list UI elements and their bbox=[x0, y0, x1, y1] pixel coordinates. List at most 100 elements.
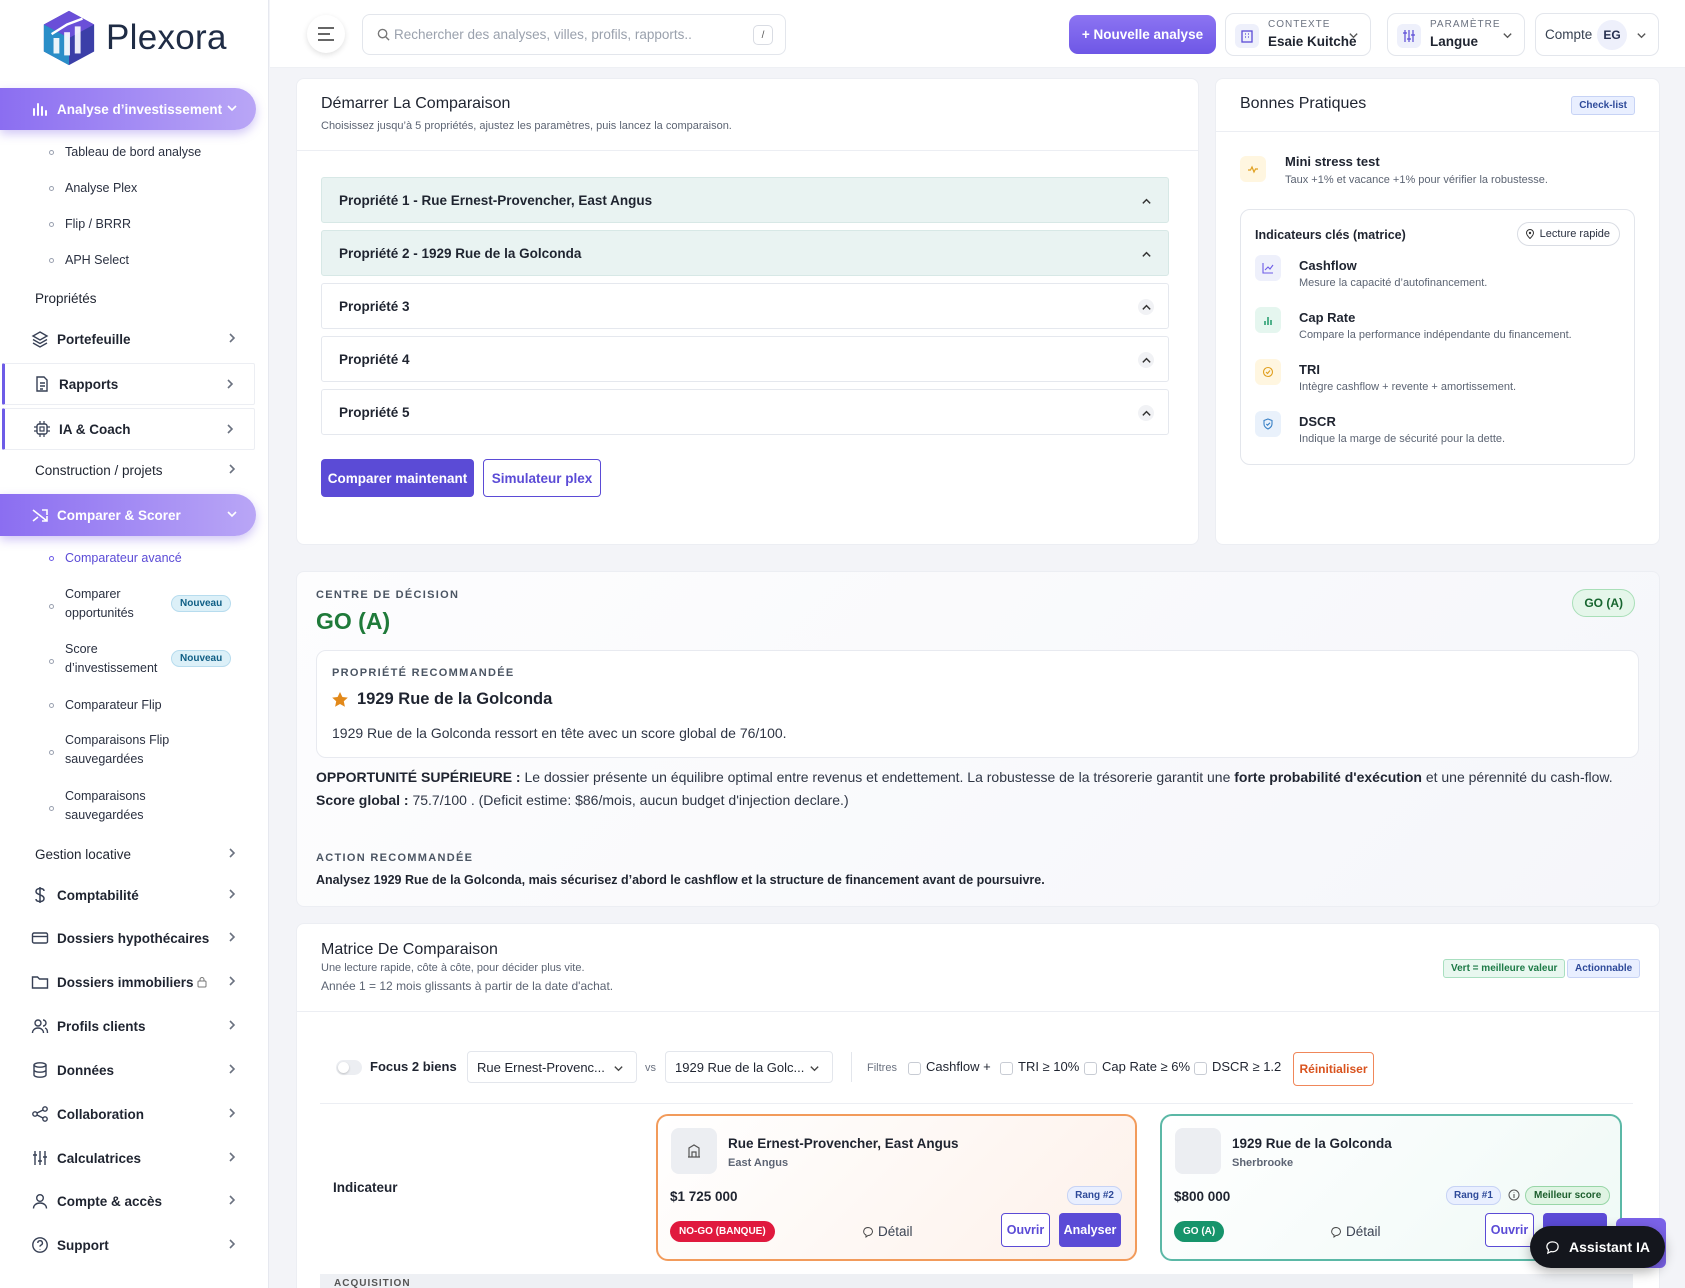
sidebar-item-aph-select[interactable]: APH Select bbox=[49, 251, 129, 270]
chevron-down-icon bbox=[227, 105, 237, 112]
plex-simulator-button[interactable]: Simulateur plex bbox=[483, 459, 601, 497]
account-menu[interactable]: Compte EG bbox=[1535, 13, 1659, 56]
nav-label: Analyse d’investissement bbox=[57, 101, 223, 117]
decision-verdict: GO (A) bbox=[316, 608, 391, 634]
stress-test-tip: Mini stress test Taux +1% et vacance +1%… bbox=[1240, 154, 1640, 194]
sidebar-item-analyse-plex[interactable]: Analyse Plex bbox=[49, 179, 137, 198]
sidebar-item-comparer-opportunites[interactable]: Comparer opportunités Nouveau bbox=[49, 585, 249, 623]
parameter-selector[interactable]: PARAMÈTRE Langue bbox=[1387, 13, 1525, 56]
sidebar-item-comparateur-flip[interactable]: Comparateur Flip bbox=[49, 696, 162, 715]
brand[interactable]: Plexora bbox=[0, 0, 268, 76]
sidebar-item-flip-brrr[interactable]: Flip / BRRR bbox=[49, 215, 131, 234]
nav-profils-clients[interactable]: Profils clients bbox=[0, 1005, 256, 1047]
nav-proprietes[interactable]: Propriétés bbox=[0, 277, 256, 319]
open-button[interactable]: Ouvrir bbox=[1485, 1213, 1534, 1247]
context-caption: CONTEXTE bbox=[1268, 19, 1331, 30]
nav-construction[interactable]: Construction / projets bbox=[0, 449, 256, 491]
nav-label: Dossiers hypothécaires bbox=[57, 930, 210, 946]
bar-chart-icon bbox=[1255, 307, 1281, 333]
search-shortcut: / bbox=[753, 25, 773, 45]
recommended-text: 1929 Rue de la Golconda ressort en tête … bbox=[332, 725, 787, 741]
nav-label: Propriétés bbox=[35, 290, 97, 306]
chevron-up-icon bbox=[1138, 193, 1154, 209]
nav-rapports[interactable]: Rapports bbox=[2, 363, 255, 405]
nav-portefeuille[interactable]: Portefeuille bbox=[0, 318, 256, 360]
quick-read-label: Lecture rapide bbox=[1539, 228, 1610, 240]
detail-link[interactable]: Détail bbox=[1330, 1224, 1381, 1239]
chevron-right-icon bbox=[229, 848, 236, 858]
filter-dscr-checkbox[interactable] bbox=[1194, 1062, 1207, 1075]
filter-tri-checkbox[interactable] bbox=[1000, 1062, 1013, 1075]
nav-support[interactable]: Support bbox=[0, 1224, 256, 1266]
sub-label: Score d’investissement bbox=[65, 642, 158, 675]
action-caption: ACTION RECOMMANDÉE bbox=[316, 852, 474, 864]
info-icon[interactable] bbox=[1508, 1189, 1520, 1201]
chevron-down-icon bbox=[1503, 33, 1512, 39]
chevron-down-icon bbox=[810, 1066, 819, 1072]
nav-dossiers-immobiliers[interactable]: Dossiers immobiliers bbox=[0, 961, 256, 1003]
nav-compte-acces[interactable]: Compte & accès bbox=[0, 1180, 256, 1222]
nav-donnees[interactable]: Données bbox=[0, 1049, 256, 1091]
sliders-icon bbox=[33, 1151, 47, 1165]
matrix-subtitle-2: Année 1 = 12 mois glissants à partir de … bbox=[321, 979, 614, 993]
bullet-icon bbox=[49, 150, 54, 155]
layers-icon bbox=[31, 331, 49, 348]
focus-toggle[interactable] bbox=[336, 1060, 362, 1075]
menu-toggle-button[interactable] bbox=[307, 15, 345, 53]
sidebar-item-score-investissement[interactable]: Score d’investissement Nouveau bbox=[49, 640, 249, 678]
nav-calculatrices[interactable]: Calculatrices bbox=[0, 1137, 256, 1179]
compare-now-button[interactable]: Comparer maintenant bbox=[321, 459, 474, 497]
search-input[interactable] bbox=[394, 27, 754, 42]
nav-comparer-scorer[interactable]: Comparer & Scorer bbox=[0, 494, 256, 536]
property-4-accordion[interactable]: Propriété 4 bbox=[321, 336, 1169, 382]
new-analysis-button[interactable]: + Nouvelle analyse bbox=[1069, 15, 1216, 54]
property-thumbnail bbox=[1175, 1128, 1221, 1174]
property-2-accordion[interactable]: Propriété 2 - 1929 Rue de la Golconda bbox=[321, 230, 1169, 276]
quick-read-button[interactable]: Lecture rapide bbox=[1516, 222, 1620, 246]
account-label: Compte bbox=[1545, 27, 1593, 42]
bullet-icon bbox=[49, 750, 54, 755]
practices-title: Bonnes Pratiques bbox=[1240, 95, 1367, 112]
reset-filters-button[interactable]: Réinitialiser bbox=[1293, 1052, 1374, 1086]
nav-ia-coach[interactable]: IA & Coach bbox=[2, 408, 255, 450]
analyze-button[interactable]: Analyser bbox=[1059, 1213, 1121, 1247]
detail-label: Détail bbox=[878, 1224, 913, 1239]
section-label: ACQUISITION bbox=[334, 1278, 411, 1288]
building-icon bbox=[1235, 24, 1259, 48]
nav-gestion-locative[interactable]: Gestion locative bbox=[0, 833, 256, 875]
sidebar-item-tableau-bord[interactable]: Tableau de bord analyse bbox=[49, 143, 201, 162]
rank-badge: Rang #1 bbox=[1446, 1186, 1501, 1205]
open-button[interactable]: Ouvrir bbox=[1001, 1213, 1050, 1247]
actionable-tag: Actionnable bbox=[1567, 959, 1641, 978]
property-5-accordion[interactable]: Propriété 5 bbox=[321, 389, 1169, 435]
score-label: Score global : bbox=[316, 792, 409, 808]
property-3-accordion[interactable]: Propriété 3 bbox=[321, 283, 1169, 329]
best-value-legend: Vert = meilleure valeur bbox=[1443, 959, 1566, 978]
detail-link[interactable]: Détail bbox=[862, 1224, 913, 1239]
property-a-select[interactable]: Rue Ernest-Provenc... bbox=[467, 1051, 637, 1083]
filter-cashflow-checkbox[interactable] bbox=[908, 1062, 921, 1075]
sidebar-item-comparateur-avance[interactable]: Comparateur avancé bbox=[49, 549, 182, 568]
nav-comptabilite[interactable]: Comptabilité bbox=[0, 874, 256, 916]
nav-label: Portefeuille bbox=[57, 331, 131, 347]
nav-collaboration[interactable]: Collaboration bbox=[0, 1093, 256, 1135]
sliders-icon bbox=[1397, 24, 1421, 48]
filter-caprate-checkbox[interactable] bbox=[1084, 1062, 1097, 1075]
shuffle-icon bbox=[32, 509, 48, 522]
sidebar-item-comparaisons-flip[interactable]: Comparaisons Flip sauvegardées bbox=[49, 731, 195, 769]
sub-label: Flip / BRRR bbox=[65, 217, 131, 231]
property-card-a[interactable]: Rue Ernest-Provencher, East Angus East A… bbox=[656, 1114, 1137, 1261]
nav-dossiers-hypothecaires[interactable]: Dossiers hypothécaires bbox=[0, 917, 256, 959]
property-b-select[interactable]: 1929 Rue de la Golc... bbox=[665, 1051, 833, 1083]
indicator-column-label: Indicateur bbox=[333, 1180, 398, 1195]
indicator-desc: Mesure la capacité d’autofinancement. bbox=[1299, 277, 1488, 289]
property-1-accordion[interactable]: Propriété 1 - Rue Ernest-Provencher, Eas… bbox=[321, 177, 1169, 223]
chevron-down-icon bbox=[614, 1066, 623, 1072]
indicators-title: Indicateurs clés (matrice) bbox=[1255, 228, 1406, 242]
matrix-title: Matrice De Comparaison bbox=[321, 941, 498, 958]
search-box[interactable]: / bbox=[362, 14, 786, 55]
sidebar-item-comparaisons-sauvegardees[interactable]: Comparaisons sauvegardées bbox=[49, 787, 185, 825]
nav-analyse-investissement[interactable]: Analyse d’investissement bbox=[0, 88, 256, 130]
ai-assistant-button[interactable]: Assistant IA bbox=[1530, 1226, 1665, 1268]
context-selector[interactable]: CONTEXTE Esaie Kuitche bbox=[1225, 13, 1371, 56]
